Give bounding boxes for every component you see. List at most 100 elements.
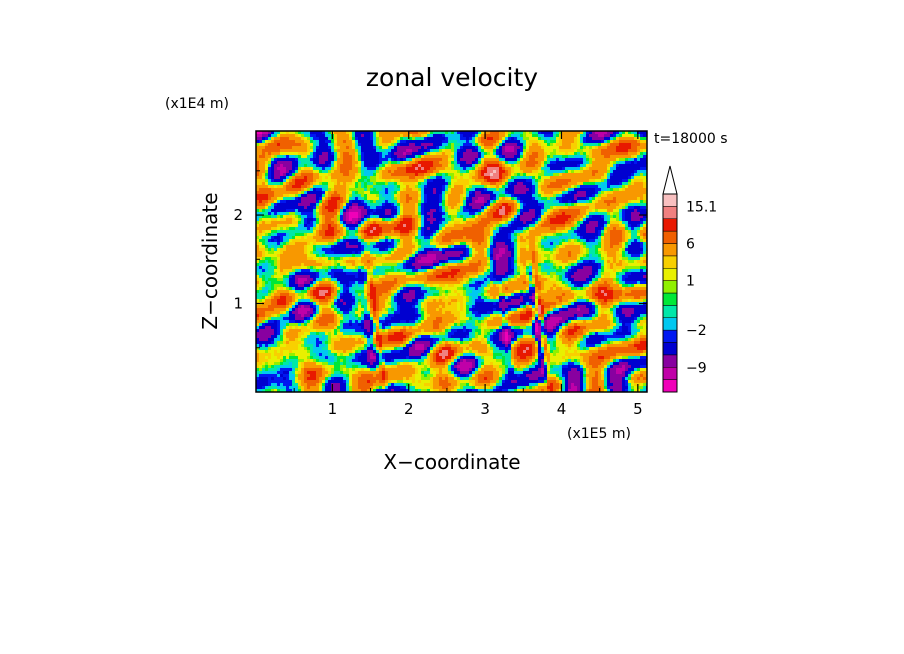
field-cell [346,203,349,206]
field-cell [601,167,604,170]
field-cell [478,158,481,161]
field-cell [421,182,424,185]
field-cell [289,173,292,176]
field-cell [517,242,520,245]
field-cell [568,131,571,134]
field-cell [604,239,607,242]
field-cell [493,158,496,161]
field-cell [592,215,595,218]
field-cell [472,218,475,221]
field-cell [517,194,520,197]
field-cell [364,149,367,152]
field-cell [550,224,553,227]
field-cell [517,200,520,203]
field-cell [295,239,298,242]
field-cell [625,182,628,185]
field-cell [259,209,262,212]
field-cell [478,227,481,230]
field-cell [613,227,616,230]
field-cell [550,191,553,194]
field-cell [502,170,505,173]
field-cell [637,191,640,194]
field-cell [271,233,274,236]
field-cell [367,206,370,209]
field-cell [613,224,616,227]
field-cell [316,155,319,158]
field-cell [577,233,580,236]
field-cell [370,227,373,230]
field-cell [424,203,427,206]
field-cell [520,158,523,161]
field-cell [271,221,274,224]
field-cell [523,194,526,197]
field-cell [280,239,283,242]
field-cell [595,200,598,203]
field-cell [430,140,433,143]
field-cell [358,242,361,245]
chart-title: zonal velocity [366,63,538,92]
field-cell [391,227,394,230]
field-cell [319,140,322,143]
field-cell [349,224,352,227]
field-cell [361,137,364,140]
field-cell [601,188,604,191]
field-cell [637,200,640,203]
field-cell [472,137,475,140]
field-cell [493,218,496,221]
field-cell [565,137,568,140]
field-cell [406,233,409,236]
field-cell [562,203,565,206]
field-cell [613,209,616,212]
field-cell [403,239,406,242]
field-cell [613,212,616,215]
field-cell [499,167,502,170]
field-cell [628,194,631,197]
field-cell [256,149,259,152]
field-cell [319,227,322,230]
field-cell [451,176,454,179]
field-cell [364,209,367,212]
field-cell [394,218,397,221]
field-cell [427,221,430,224]
field-cell [589,221,592,224]
field-cell [337,188,340,191]
field-cell [355,203,358,206]
field-cell [469,236,472,239]
field-cell [346,176,349,179]
field-cell [265,164,268,167]
field-cell [598,173,601,176]
field-cell [391,182,394,185]
field-cell [346,191,349,194]
field-cell [310,191,313,194]
field-cell [622,149,625,152]
field-cell [517,203,520,206]
field-cell [409,179,412,182]
field-cell [640,149,643,152]
field-cell [643,224,646,227]
field-cell [427,203,430,206]
field-cell [568,212,571,215]
field-cell [376,236,379,239]
field-cell [610,161,613,164]
field-cell [409,197,412,200]
field-cell [457,242,460,245]
field-cell [421,221,424,224]
field-cell [274,227,277,230]
field-cell [607,209,610,212]
field-cell [589,188,592,191]
field-cell [418,239,421,242]
field-cell [535,215,538,218]
field-cell [271,149,274,152]
field-cell [376,221,379,224]
field-cell [283,212,286,215]
field-cell [562,209,565,212]
field-cell [547,203,550,206]
field-cell [568,170,571,173]
field-cell [298,161,301,164]
field-cell [355,152,358,155]
field-cell [556,215,559,218]
field-cell [571,134,574,137]
field-cell [616,194,619,197]
field-cell [442,242,445,245]
field-cell [433,224,436,227]
